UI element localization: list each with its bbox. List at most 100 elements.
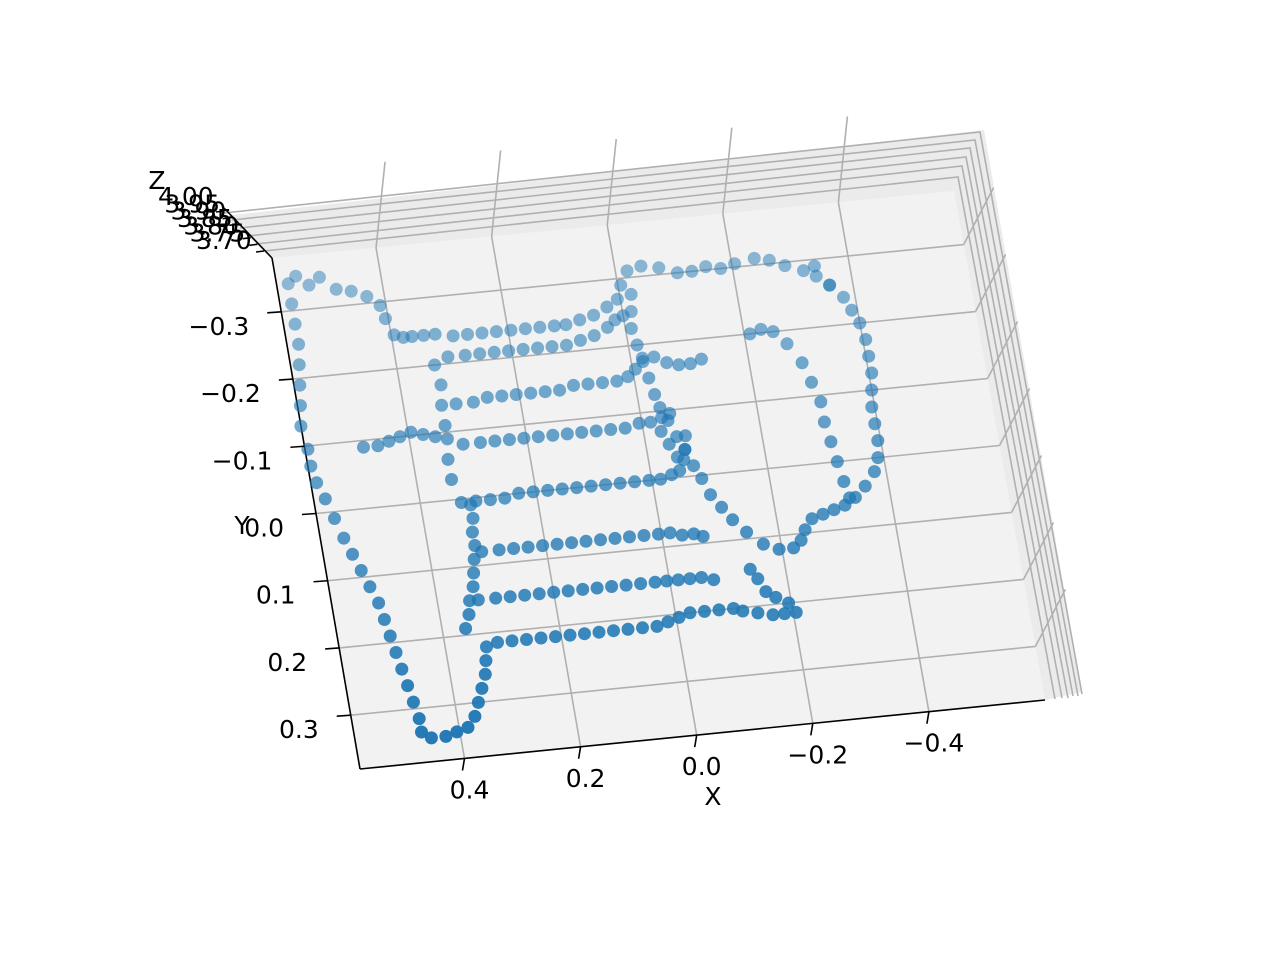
scatter-point xyxy=(621,622,635,636)
scatter-point xyxy=(845,303,859,317)
y-tick-mark xyxy=(278,378,293,381)
scatter-point xyxy=(480,640,493,654)
scatter-points xyxy=(281,251,885,745)
scatter-point xyxy=(560,427,574,441)
scatter-point xyxy=(570,481,584,495)
scatter-point xyxy=(865,366,879,380)
scatter-point xyxy=(616,309,630,323)
scatter-point xyxy=(377,613,391,626)
scatter-point xyxy=(814,395,828,409)
scatter-point xyxy=(372,596,386,610)
scatter-point xyxy=(661,615,675,629)
scatter-point xyxy=(567,378,580,392)
scatter-point xyxy=(456,437,470,451)
scatter-point xyxy=(648,388,662,401)
scatter-point xyxy=(592,625,606,639)
scatter-point xyxy=(726,513,740,527)
scatter-point xyxy=(823,278,837,292)
scatter-point xyxy=(563,628,577,642)
scatter-point xyxy=(360,290,374,303)
scatter-point xyxy=(405,330,419,343)
scatter-point xyxy=(600,300,614,314)
scatter-point xyxy=(694,352,708,366)
scatter-point xyxy=(853,316,867,330)
x-tick-mark xyxy=(577,746,582,759)
scatter-point xyxy=(466,395,480,409)
scatter-point xyxy=(824,435,838,449)
scatter-point xyxy=(695,571,708,584)
scatter-point xyxy=(859,333,873,346)
scatter-point xyxy=(766,325,780,339)
x-tick-mark xyxy=(810,723,814,736)
scatter-point xyxy=(318,492,332,506)
scatter-point xyxy=(766,608,780,622)
y-wall-grid-line xyxy=(998,388,1031,446)
scatter-point xyxy=(672,358,686,372)
scatter-point xyxy=(378,312,392,326)
scatter-point xyxy=(507,542,521,555)
scatter-point xyxy=(371,439,385,453)
scatter-point xyxy=(707,573,721,587)
y-tick-mark xyxy=(290,445,305,449)
scatter-point xyxy=(289,269,303,283)
scatter-point xyxy=(459,622,473,635)
z-tick-mark xyxy=(242,236,251,240)
z-axis-line xyxy=(223,207,273,259)
scatter-point xyxy=(670,266,684,280)
scatter-point xyxy=(865,383,879,397)
scatter-point xyxy=(550,537,564,551)
scatter-point xyxy=(837,290,850,304)
scatter-point xyxy=(670,450,684,464)
scatter-point xyxy=(518,588,532,602)
scatter-point xyxy=(424,731,438,745)
scatter-point xyxy=(428,430,442,444)
scatter-point xyxy=(673,464,687,477)
scatter-point xyxy=(293,378,307,392)
scatter-point xyxy=(483,493,497,507)
scatter-point xyxy=(652,527,665,541)
scatter-point xyxy=(504,323,518,337)
scatter-point xyxy=(301,442,315,456)
scatter-point xyxy=(837,475,851,488)
scatter-point xyxy=(473,347,487,361)
y-grid-line xyxy=(327,511,1012,582)
scatter-point xyxy=(293,399,307,413)
scatter-point xyxy=(438,419,452,432)
scatter-point xyxy=(589,424,603,438)
scatter-point xyxy=(462,608,476,621)
y-tick-mark xyxy=(336,714,351,718)
scatter-point xyxy=(446,329,460,343)
scatter-point xyxy=(468,709,482,723)
scatter-point xyxy=(843,491,857,505)
scatter-point xyxy=(404,425,418,439)
y-tick-label: 0.1 xyxy=(256,581,296,610)
z-axis-label: Z xyxy=(148,166,165,195)
z-tick-label: 3.70 xyxy=(196,226,252,255)
scatter-point xyxy=(475,681,489,695)
scatter-point xyxy=(441,452,455,466)
scatter-point xyxy=(559,318,573,332)
scatter-point xyxy=(478,667,492,681)
x-tick-mark xyxy=(461,758,466,771)
scatter-point xyxy=(534,631,548,645)
scatter-point xyxy=(579,534,593,548)
y-wall-grid-line xyxy=(962,187,995,245)
scatter-point xyxy=(587,308,601,322)
y-wall-grid-line xyxy=(986,321,1019,379)
y-tick-mark xyxy=(325,647,340,650)
z-tick-label: 3.90 xyxy=(171,197,227,226)
scatter-point xyxy=(634,577,648,591)
scatter-point xyxy=(454,496,468,509)
scatter-point xyxy=(587,329,601,343)
y-tick-mark xyxy=(267,310,282,314)
scatter-point xyxy=(531,341,545,355)
scatter-point xyxy=(505,634,519,648)
scatter-point xyxy=(647,350,661,364)
scatter-point xyxy=(867,465,881,479)
scatter-point xyxy=(467,566,481,580)
x-axis-line xyxy=(359,699,1046,770)
y-axis-label: Y xyxy=(233,511,250,540)
scatter-point xyxy=(871,451,885,465)
scatter-point xyxy=(441,350,455,364)
